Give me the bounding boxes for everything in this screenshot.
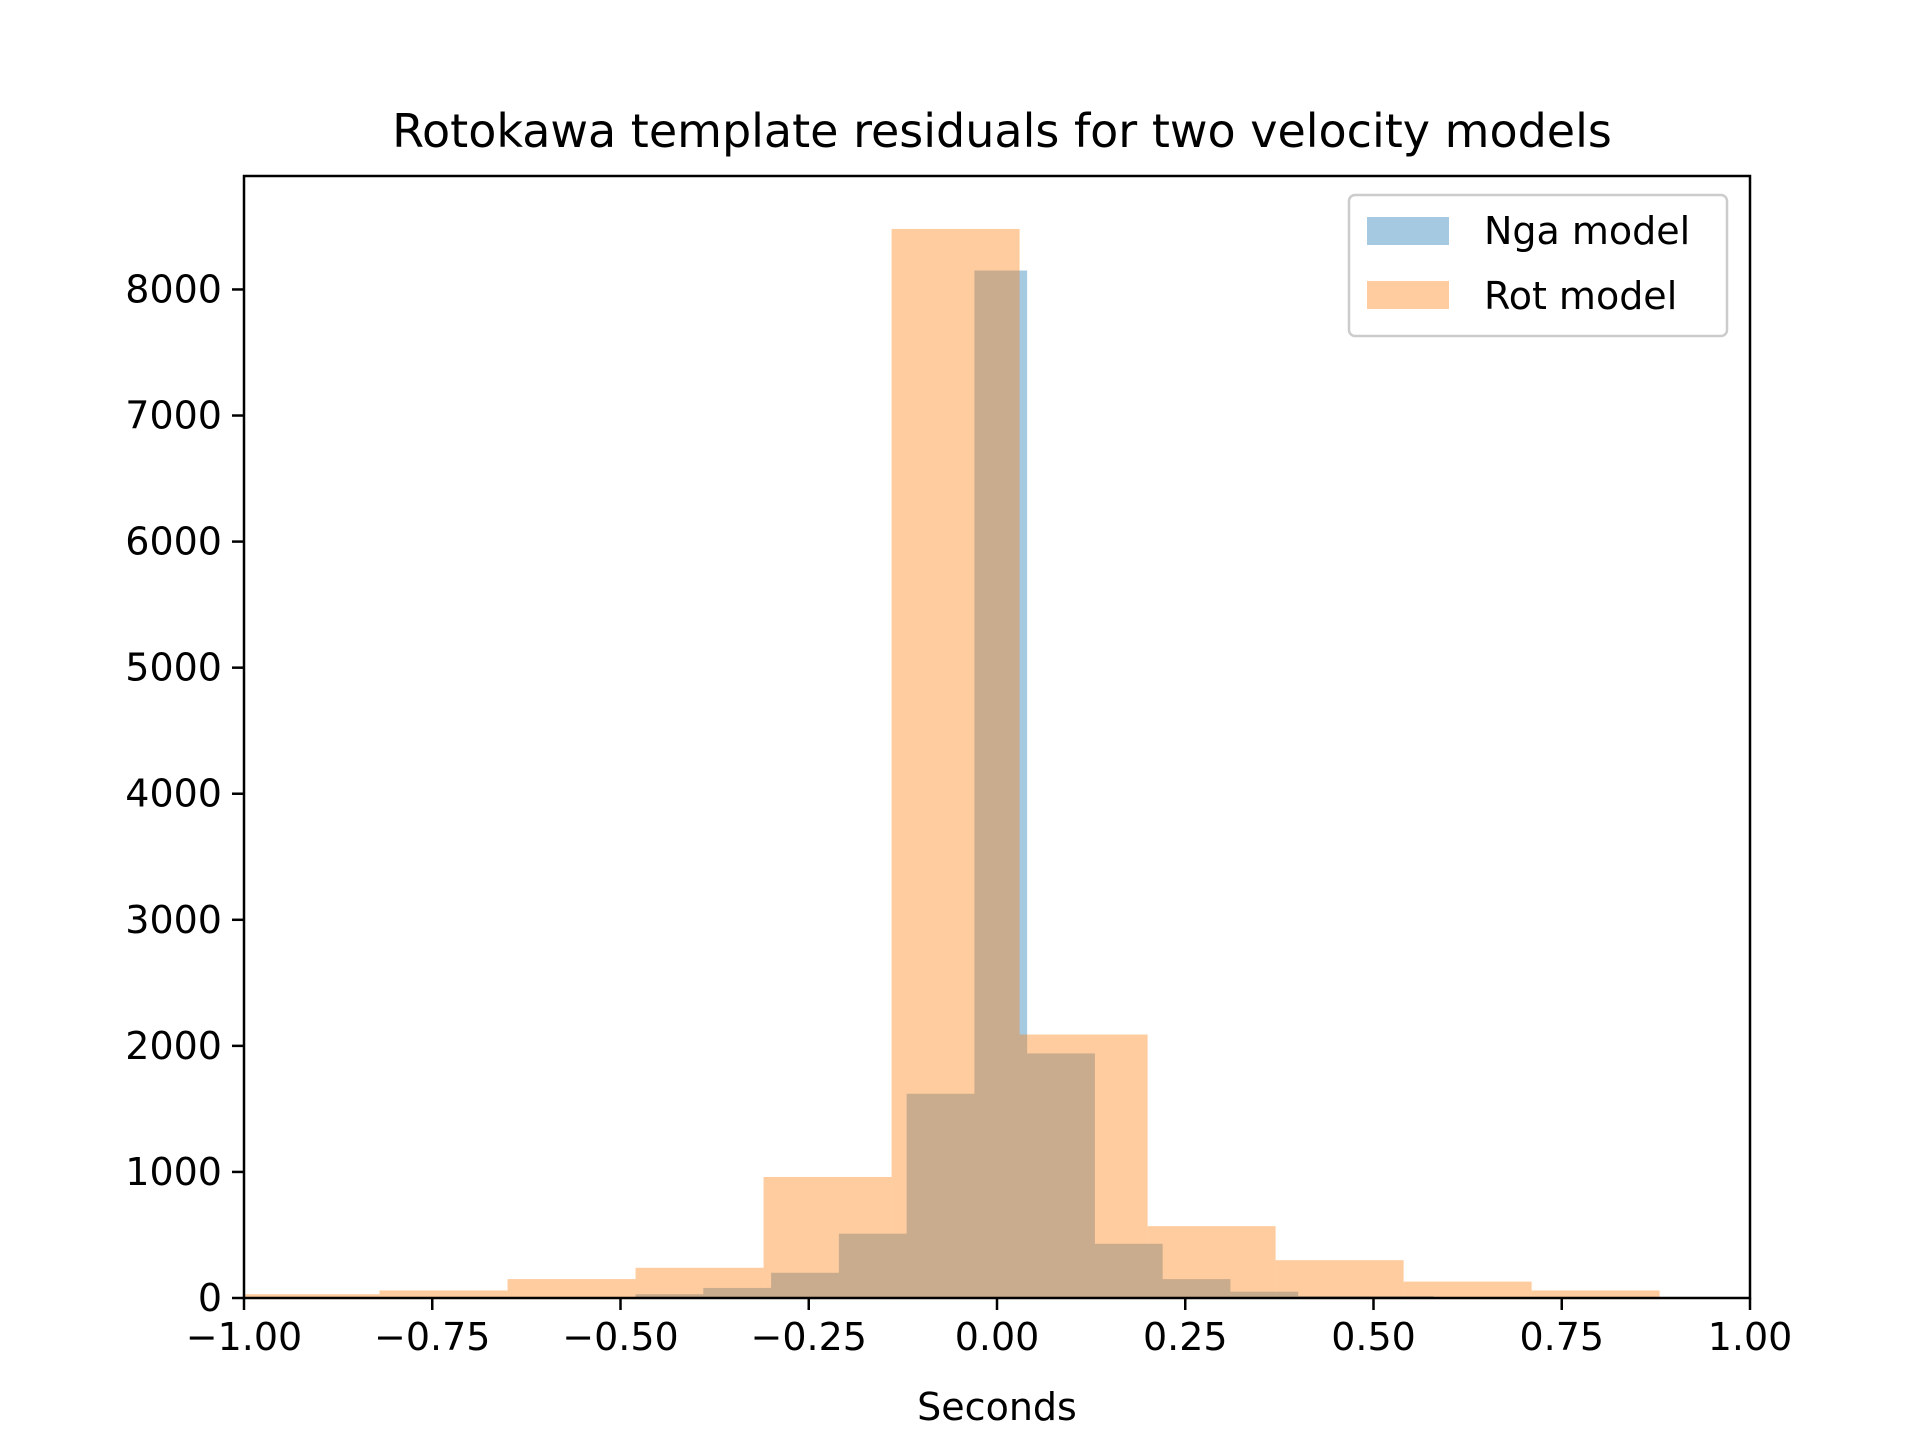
x-tick-label: −1.00	[186, 1315, 302, 1359]
bar-nga-7	[1094, 1243, 1163, 1298]
y-tick-label: 1000	[125, 1150, 222, 1194]
legend-label-rot: Rot model	[1484, 274, 1677, 318]
legend: Nga model Rot model	[1347, 193, 1729, 338]
chart-title: Rotokawa template residuals for two velo…	[392, 104, 1612, 158]
legend-swatch-nga	[1367, 217, 1449, 245]
bar-rot-1	[379, 1290, 508, 1298]
x-tick-label: 0.25	[1143, 1315, 1228, 1359]
bar-rot-7	[1147, 1226, 1276, 1298]
y-tick-label: 8000	[125, 267, 222, 311]
y-tick-label: 7000	[125, 394, 222, 438]
x-tick-label: 0.00	[955, 1315, 1040, 1359]
y-axis-ticks: 0 1000 2000 3000 4000 5000 6000 7000 8000	[125, 267, 244, 1320]
bar-rot-3	[635, 1267, 764, 1298]
legend-box	[1347, 193, 1729, 338]
y-tick-label: 2000	[125, 1024, 222, 1068]
plot-frame	[242, 174, 1752, 1300]
bar-rot-2	[507, 1279, 636, 1298]
x-tick-label: −0.50	[562, 1315, 678, 1359]
y-tick-label: 6000	[125, 520, 222, 564]
x-axis-label: Seconds	[917, 1385, 1077, 1429]
x-tick-label: 0.50	[1331, 1315, 1416, 1359]
bar-nga-6	[1027, 1053, 1095, 1298]
legend-label-nga: Nga model	[1484, 209, 1690, 253]
bar-rot-4	[763, 1176, 892, 1298]
bar-nga-9	[1230, 1291, 1299, 1298]
bars-layer	[244, 228, 1660, 1299]
x-tick-label: 1.00	[1708, 1315, 1793, 1359]
bar-rot-8	[1275, 1260, 1404, 1298]
bar-nga-1	[703, 1287, 772, 1298]
x-axis-ticks: −1.00 −0.75 −0.50 −0.25 0.00 0.25 0.50 0.75 1.00	[186, 1298, 1793, 1359]
y-tick-label: 3000	[125, 898, 222, 942]
bar-nga-5	[974, 270, 1028, 1299]
x-tick-label: −0.75	[374, 1315, 490, 1359]
x-tick-label: 0.75	[1519, 1315, 1604, 1359]
bar-nga-3	[838, 1233, 907, 1298]
bar-rot-6	[1019, 1034, 1148, 1298]
bar-rot-9	[1403, 1281, 1532, 1298]
bar-rot-0	[244, 1294, 380, 1298]
legend-swatch-rot	[1367, 281, 1449, 309]
bar-nga-4	[906, 1093, 975, 1298]
x-tick-label: −0.25	[751, 1315, 867, 1359]
y-tick-label: 4000	[125, 772, 222, 816]
bar-nga-0	[635, 1294, 704, 1298]
bar-rot-10	[1531, 1290, 1660, 1298]
bar-nga-2	[771, 1272, 839, 1298]
y-tick-label: 0	[198, 1276, 222, 1320]
bar-rot-5	[891, 228, 1020, 1298]
y-tick-label: 5000	[125, 646, 222, 690]
bar-nga-8	[1162, 1279, 1231, 1298]
